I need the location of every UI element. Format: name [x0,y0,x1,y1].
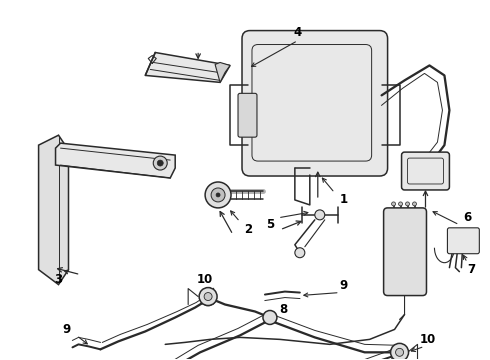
Circle shape [263,310,277,324]
Polygon shape [145,53,230,82]
Circle shape [392,202,395,206]
Circle shape [153,156,167,170]
FancyBboxPatch shape [447,228,479,254]
Circle shape [211,188,225,202]
Text: 2: 2 [244,223,252,236]
Polygon shape [55,143,175,178]
Circle shape [395,348,404,356]
Text: 9: 9 [340,279,348,292]
Text: 1: 1 [340,193,348,206]
FancyBboxPatch shape [384,208,426,296]
Text: 10: 10 [197,273,213,286]
FancyBboxPatch shape [401,152,449,190]
Text: 4: 4 [294,26,302,39]
Polygon shape [39,135,69,285]
Text: 9: 9 [62,323,71,336]
Text: 8: 8 [279,303,287,316]
Circle shape [205,182,231,208]
Circle shape [391,343,409,360]
Text: 7: 7 [467,263,475,276]
Polygon shape [215,62,230,82]
Circle shape [199,288,217,306]
FancyBboxPatch shape [242,31,388,176]
Text: 5: 5 [266,218,274,231]
Circle shape [315,210,325,220]
Circle shape [398,202,403,206]
Circle shape [216,193,220,197]
Circle shape [406,202,410,206]
Circle shape [200,289,216,306]
Text: 6: 6 [463,211,471,224]
Text: 3: 3 [54,273,63,286]
Circle shape [295,248,305,258]
Circle shape [413,202,416,206]
FancyBboxPatch shape [238,93,257,137]
Circle shape [204,293,212,301]
Text: 10: 10 [419,333,436,346]
Circle shape [157,160,163,166]
